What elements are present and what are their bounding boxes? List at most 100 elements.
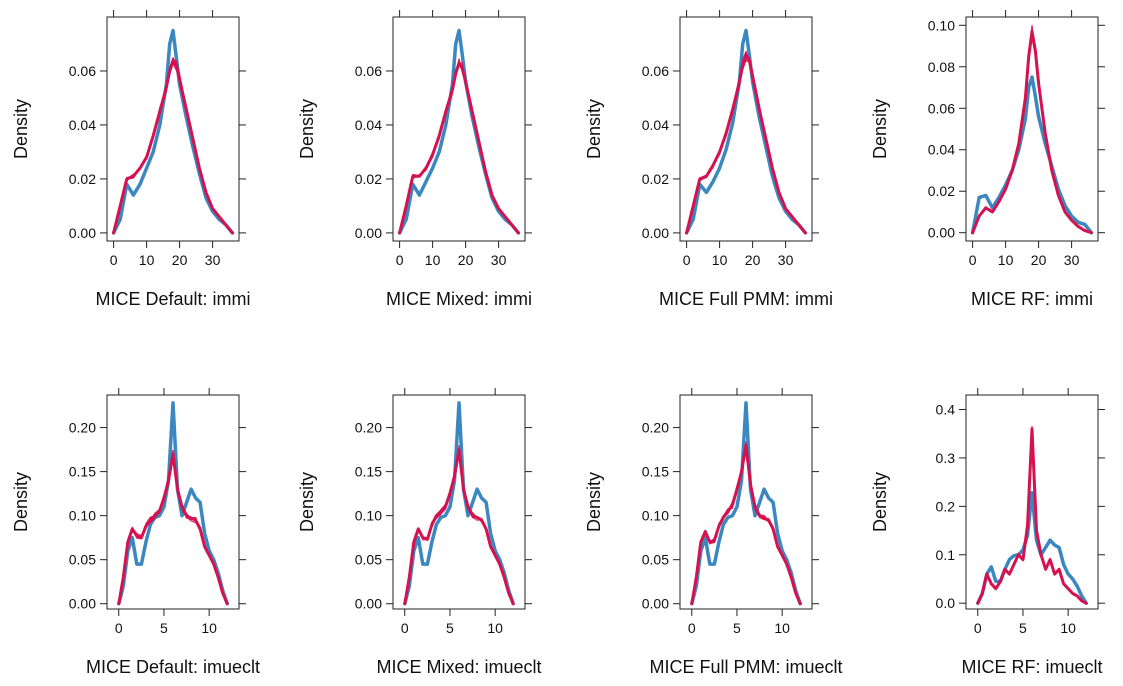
y-tick-label: 0.02 [69,171,96,187]
x-tick-label: 20 [458,252,474,268]
y-tick-label: 0.15 [355,464,382,480]
x-tick-label: 10 [1060,620,1076,636]
imputed-density-line [113,62,233,234]
density-curves [117,401,229,606]
y-tick-label: 0.10 [69,508,96,524]
x-tick-label: 5 [733,620,741,636]
imputed-density-line [404,449,514,604]
y-tick-label: 0.05 [69,552,96,568]
y-tick-label: 0.06 [355,63,382,79]
y-tick-label: 0.02 [928,183,955,199]
x-axis-title: MICE Default: immi [95,289,250,309]
x-tick-label: 5 [160,620,168,636]
imputed-density-line [118,449,228,604]
x-axis-title: MICE RF: imueclt [961,657,1102,677]
imputed-density-line [112,58,234,235]
x-tick-label: 0 [969,252,977,268]
plot-frame [965,16,1099,242]
y-tick-label: 0.04 [355,117,382,133]
density-panel-1: 0 10 20 30 0.00 0.02 0.04 0.06 Density MICE Defau… [11,10,251,309]
x-axis-title: MICE Mixed: imueclt [376,657,541,677]
imputed-density-line [404,453,514,604]
density-panel-5: 0 5 10 0.00 0.05 0.10 0.15 0.20 Density MICE Defa… [11,388,260,677]
y-tick-label: 0.10 [355,508,382,524]
density-curves [690,401,802,606]
y-axis-title: Density [297,99,317,159]
imputed-density-line [976,427,1088,605]
x-tick-label: 20 [1031,252,1047,268]
y-tick-label: 0.1 [936,547,956,563]
imputed-density-line [399,63,519,234]
y-tick-label: 0.05 [355,552,382,568]
imputed-density-line [691,444,801,604]
x-tick-label: 20 [745,252,761,268]
imputed-density-line [691,441,801,604]
imputed-density-line [686,59,806,234]
y-axis-title: Density [584,99,604,159]
imputed-density-line [398,61,520,235]
x-tick-label: 10 [487,620,503,636]
x-tick-label: 10 [425,252,441,268]
imputed-density-line [686,59,806,234]
x-axis-title: MICE Mixed: immi [386,289,532,309]
x-tick-label: 30 [205,252,221,268]
plot-frame [106,16,240,242]
imputed-density-line [971,30,1093,235]
y-axis-title: Density [870,472,890,532]
imputed-density-line [691,444,801,604]
plot-frame [679,16,813,242]
y-tick-label: 0.15 [69,464,96,480]
x-tick-label: 10 [201,620,217,636]
plot-frame [392,16,526,242]
x-tick-label: 30 [778,252,794,268]
imputed-density-line [117,452,229,606]
y-tick-label: 0.05 [642,552,669,568]
plot-frame [679,394,813,610]
y-tick-label: 0.06 [69,63,96,79]
density-panel-2: 0 10 20 30 0.00 0.02 0.04 0.06 Density MICE Mixed… [297,10,532,309]
density-panel-8: 0 5 10 0.0 0.1 0.2 0.3 0.4 Density MICE RF: imuec… [870,388,1105,677]
observed-density-line [690,401,802,606]
observed-density-line [117,401,229,606]
imputed-density-line [691,449,801,604]
y-tick-label: 0.2 [936,498,956,514]
observed-density-line [403,401,515,606]
x-tick-label: 30 [491,252,507,268]
x-tick-label: 0 [396,252,404,268]
y-tick-label: 0.04 [928,142,955,158]
x-axis-title: MICE RF: immi [971,289,1093,309]
y-axis-title: Density [584,472,604,532]
plot-frame [106,394,240,610]
density-curves [111,28,235,235]
x-tick-label: 10 [712,252,728,268]
imputed-density-line [404,450,514,604]
imputed-density-line [686,56,806,234]
x-tick-label: 5 [1019,620,1027,636]
imputed-density-line [399,62,519,234]
x-axis-title: MICE Full PMM: imueclt [649,657,842,677]
y-tick-label: 0.15 [642,464,669,480]
y-tick-label: 0.00 [928,225,955,241]
y-tick-label: 0.02 [355,171,382,187]
imputed-density-line [686,50,806,234]
y-tick-label: 0.04 [69,117,96,133]
density-panel-7: 0 5 10 0.00 0.05 0.10 0.15 0.20 Density MICE Full… [584,388,843,677]
y-tick-label: 0.10 [928,17,955,33]
density-curves [684,28,808,235]
y-tick-label: 0.20 [69,420,96,436]
x-axis-title: MICE Full PMM: immi [659,289,833,309]
x-tick-label: 0 [688,620,696,636]
x-axis-title: MICE Default: imueclt [86,657,260,677]
imputed-density-line [403,448,515,606]
y-tick-label: 0.00 [642,596,669,612]
y-axis-title: Density [870,99,890,159]
imputed-density-line [113,57,233,234]
x-tick-label: 10 [139,252,155,268]
imputed-density-line [404,450,514,604]
imputed-density-line [113,59,233,234]
imputed-density-line [113,62,233,234]
y-tick-label: 0.0 [936,595,956,611]
imputed-density-line [113,56,233,234]
imputed-density-line [118,450,228,604]
